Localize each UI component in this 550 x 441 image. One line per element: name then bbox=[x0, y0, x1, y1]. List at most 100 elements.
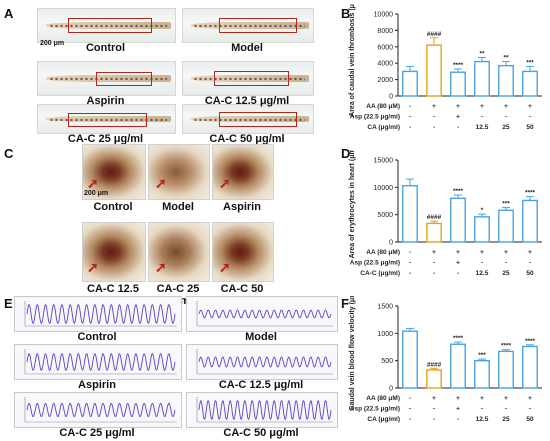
bar bbox=[450, 343, 466, 389]
condition-cell: + bbox=[456, 114, 460, 121]
waveform-line bbox=[26, 353, 176, 371]
condition-cell: - bbox=[409, 406, 411, 413]
y-tick-label: 8000 bbox=[377, 28, 393, 35]
condition-cell: + bbox=[456, 103, 460, 110]
y-axis-label: Caudal vein blood flow velocity (μm/s) bbox=[349, 296, 356, 411]
bar-chart-caudal-thrombosis: 0 2000 4000 6000 8000 10000 Area of caudal vei… bbox=[349, 4, 542, 131]
caption-c-model: Model bbox=[162, 201, 194, 213]
significance-label: **** bbox=[501, 343, 512, 350]
significance-label: **** bbox=[453, 188, 464, 195]
bar bbox=[498, 209, 514, 243]
condition-cell: 50 bbox=[526, 416, 534, 423]
condition-cell: + bbox=[480, 103, 484, 110]
condition-cell: 12.5 bbox=[476, 416, 489, 423]
heart-control: ➚ bbox=[82, 144, 146, 200]
waveform-line bbox=[26, 402, 176, 418]
trace-cac-50 bbox=[186, 392, 338, 428]
condition-cell: + bbox=[432, 395, 436, 402]
caption-e-model: Model bbox=[245, 331, 277, 343]
condition-cell: 50 bbox=[526, 270, 534, 277]
caption-e-aspirin: Aspirin bbox=[78, 379, 116, 391]
y-tick-label: 0 bbox=[389, 386, 393, 393]
condition-cell: 12.5 bbox=[476, 270, 489, 277]
caption-e-cac-12-5: CA-C 12.5 μg/ml bbox=[218, 379, 304, 391]
y-tick-label: 0 bbox=[389, 240, 393, 247]
significance-label: **** bbox=[525, 338, 536, 345]
y-tick-label: 1500 bbox=[377, 304, 393, 311]
condition-cell: + bbox=[432, 249, 436, 256]
trace-cac-25 bbox=[14, 392, 182, 428]
micrograph-aspirin bbox=[37, 61, 176, 96]
condition-row-label: CA-C (μg/ml) bbox=[360, 270, 400, 277]
caption-e-cac-50: CA-C 50 μg/ml bbox=[223, 427, 299, 439]
condition-row-label: Asp (22.5 μg/ml) bbox=[350, 114, 400, 121]
roi-box bbox=[68, 17, 153, 33]
bar bbox=[450, 197, 466, 243]
heart-model: ➚ bbox=[148, 144, 210, 200]
y-tick-label: 4000 bbox=[377, 61, 393, 68]
scale-bar-a: 200 μm bbox=[40, 40, 65, 47]
waveform-line bbox=[198, 399, 332, 421]
condition-cell: - bbox=[409, 249, 411, 256]
condition-row-label: CA (μg/ml) bbox=[367, 416, 400, 423]
condition-cell: - bbox=[481, 114, 483, 121]
y-tick-label: 0 bbox=[389, 94, 393, 101]
scale-bar-c: 200 μm bbox=[84, 190, 109, 197]
condition-cell: - bbox=[505, 260, 507, 267]
bar bbox=[474, 359, 490, 389]
micrograph-cac-25 bbox=[37, 104, 176, 134]
condition-cell: - bbox=[409, 103, 411, 110]
significance-label: **** bbox=[453, 335, 464, 342]
waveform-cac-12-5 bbox=[196, 349, 333, 375]
significance-label: **** bbox=[453, 62, 464, 69]
caption-a-model: Model bbox=[231, 42, 263, 54]
condition-row-label: Asp (22.5 μg/ml) bbox=[350, 260, 400, 267]
y-tick-label: 2000 bbox=[377, 77, 393, 84]
roi-box bbox=[214, 71, 289, 87]
waveform-cac-25 bbox=[24, 397, 177, 423]
caption-a-control: Control bbox=[85, 42, 126, 54]
significance-label: #### bbox=[427, 214, 442, 221]
condition-cell: - bbox=[457, 124, 459, 131]
y-tick-label: 10000 bbox=[374, 12, 394, 19]
bar bbox=[498, 64, 514, 97]
roi-box bbox=[219, 112, 297, 127]
bar bbox=[426, 369, 442, 389]
micrograph-control bbox=[37, 8, 176, 43]
condition-cell: - bbox=[481, 260, 483, 267]
heart-cac-25: ➚ bbox=[148, 222, 210, 282]
bar bbox=[522, 70, 538, 97]
condition-cell: - bbox=[433, 270, 435, 277]
arrow-icon: ➚ bbox=[155, 175, 167, 191]
condition-cell: + bbox=[480, 249, 484, 256]
condition-cell: + bbox=[528, 103, 532, 110]
condition-row-label: Asp (22.5 μg/ml) bbox=[350, 406, 400, 413]
waveform-line bbox=[198, 309, 332, 319]
condition-cell: - bbox=[433, 416, 435, 423]
y-axis-label: Area of caudal vein thrombosis (μm²) bbox=[349, 4, 356, 117]
panel-label-f: F bbox=[341, 296, 349, 311]
trace-model bbox=[186, 296, 338, 332]
condition-cell: + bbox=[432, 103, 436, 110]
condition-cell: + bbox=[480, 395, 484, 402]
panel-label-c: C bbox=[4, 146, 14, 161]
y-tick-label: 1000 bbox=[377, 331, 393, 338]
bar-chart-blood-flow-velocity: 0 500 1000 1500 Caudal vein blood flow veloc… bbox=[349, 296, 542, 423]
caption-e-control: Control bbox=[77, 331, 117, 343]
significance-label: *** bbox=[478, 352, 486, 359]
bar bbox=[402, 330, 418, 389]
condition-cell: - bbox=[433, 260, 435, 267]
waveform-model bbox=[196, 301, 333, 327]
heart-aspirin: ➚ bbox=[212, 144, 274, 200]
condition-cell: + bbox=[504, 249, 508, 256]
roi-box bbox=[68, 112, 147, 127]
condition-cell: - bbox=[409, 395, 411, 402]
significance-label: #### bbox=[427, 361, 442, 368]
y-axis-label: Area of erythrocytes in heart (μm²) bbox=[349, 150, 356, 258]
condition-cell: 25 bbox=[502, 124, 510, 131]
micrograph-cac-12-5 bbox=[182, 61, 314, 96]
roi-box bbox=[95, 71, 153, 87]
significance-label: *** bbox=[526, 59, 534, 66]
condition-cell: - bbox=[529, 406, 531, 413]
caption-a-aspirin: Aspirin bbox=[86, 95, 125, 107]
